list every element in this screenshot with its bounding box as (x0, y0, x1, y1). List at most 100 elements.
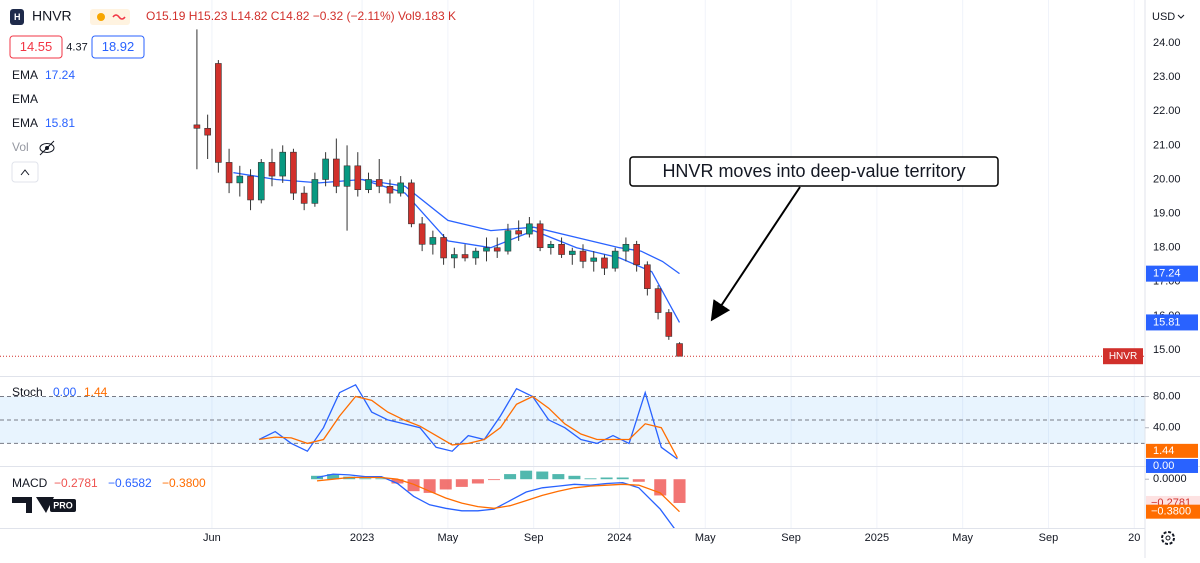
candle-body (375, 179, 383, 187)
ema-line (233, 171, 681, 323)
candle-body (418, 223, 426, 245)
candle-body (461, 254, 469, 259)
pane-value: −0.6582 (108, 476, 152, 490)
ema-tag (1146, 314, 1198, 331)
pro-badge (50, 499, 76, 512)
stoch-line (259, 395, 678, 459)
candle-body (343, 165, 351, 187)
histogram-bar (584, 478, 597, 480)
annotation-arrow (710, 186, 801, 322)
y-tick-label: 23.00 (1153, 71, 1181, 83)
x-tick-label: 2023 (350, 532, 374, 544)
candle-body (568, 250, 576, 255)
ui-overlay: H HNVR O15.19 H15.23 L14.82 C14.82 −0.32… (9, 8, 1185, 545)
candle-body (257, 162, 265, 201)
pane-title: MACD (12, 476, 48, 490)
candle-body (204, 127, 211, 136)
sell-button[interactable] (9, 35, 63, 59)
pane-value: −0.2781 (54, 476, 98, 490)
buy-button[interactable] (91, 35, 145, 59)
spread: 4.37 (66, 41, 87, 53)
axes: 15.0016.0017.0018.0019.0020.0021.0022.00… (203, 37, 1200, 544)
stoch-tag-label: 1.44 (1153, 445, 1174, 457)
candle-body (397, 182, 404, 194)
histogram-bar (632, 479, 645, 482)
macd-line (316, 476, 680, 513)
histogram-bar (504, 474, 517, 480)
y-tick-label: 40.00 (1153, 422, 1181, 434)
symbol-icon[interactable] (10, 9, 24, 25)
candle-body (536, 223, 544, 249)
candle-body (300, 192, 308, 204)
ohlc-values: O15.19 H15.23 L14.82 C14.82 −0.32 (−2.11… (146, 9, 456, 23)
ema-tag (1146, 265, 1198, 282)
pane-title: Stoch (12, 385, 43, 399)
macd-line (316, 473, 675, 528)
candle-body (472, 250, 480, 259)
pane-marks (0, 29, 1145, 357)
dropdown-icon (1177, 14, 1185, 19)
y-tick-label: 24.00 (1153, 37, 1181, 49)
x-tick-label: May (695, 532, 716, 544)
candle-body (365, 179, 372, 191)
candle-body (483, 247, 490, 252)
x-tick-label: Jun (203, 532, 221, 544)
candle-body (440, 237, 447, 259)
candle-body (322, 158, 329, 180)
collapse-button[interactable] (11, 161, 39, 183)
bid-price: 14.55 (20, 39, 53, 54)
candle-body (665, 312, 673, 337)
y-tick-label: 80.00 (1153, 390, 1181, 402)
macd-tag (1146, 504, 1200, 519)
candle-body (504, 230, 512, 252)
stoch-tag (1146, 458, 1198, 473)
histogram-bar (327, 474, 340, 480)
histogram-bar (439, 479, 452, 490)
x-tick-label: May (952, 532, 973, 544)
indicator-name: EMA (12, 68, 38, 82)
y-tick-label: 15.00 (1153, 344, 1181, 356)
y-tick-label: 19.00 (1153, 207, 1181, 219)
histogram-bar (616, 477, 629, 480)
histogram-bar (520, 470, 533, 480)
ema-tag-label: 17.24 (1153, 268, 1181, 280)
hidden-eye-icon[interactable] (39, 140, 55, 156)
candle-body (601, 257, 608, 269)
candle-body (515, 230, 522, 235)
grid (211, 0, 1135, 528)
candle-body (526, 223, 533, 235)
candle-body (451, 254, 458, 259)
indicator-name: Vol (12, 140, 29, 154)
currency[interactable]: USD (1152, 11, 1175, 23)
candle-body (311, 179, 319, 204)
candle-body (290, 151, 297, 194)
candle-body (408, 182, 415, 225)
candle-body (558, 243, 565, 255)
pane-marks (0, 383, 1145, 460)
settings-button[interactable] (1161, 531, 1175, 545)
y-tick-label: 18.00 (1153, 242, 1181, 254)
histogram-bar (359, 478, 372, 480)
price-tag (1103, 348, 1143, 365)
candle-body (268, 162, 276, 177)
candle-body (622, 243, 630, 252)
symbol-icon-letter: H (14, 12, 21, 22)
x-tick-label: 2024 (607, 532, 631, 544)
ema-tag-label: 15.81 (1153, 316, 1181, 328)
logo (12, 497, 54, 513)
indicator-name: EMA (12, 116, 38, 130)
ask-price: 18.92 (102, 39, 135, 54)
price-tag-label: HNVR (1109, 351, 1137, 362)
candle-body (279, 151, 287, 177)
candle-body (225, 162, 233, 184)
histogram-bar (471, 479, 484, 484)
symbol: HNVR (32, 8, 72, 24)
histogram-bar (673, 479, 686, 503)
annotation-box[interactable] (629, 156, 999, 187)
histogram-bar (552, 474, 565, 480)
histogram-bar (568, 475, 581, 480)
candle-body (429, 237, 437, 245)
market-status-icons[interactable] (90, 9, 130, 25)
candle-body (547, 243, 555, 249)
